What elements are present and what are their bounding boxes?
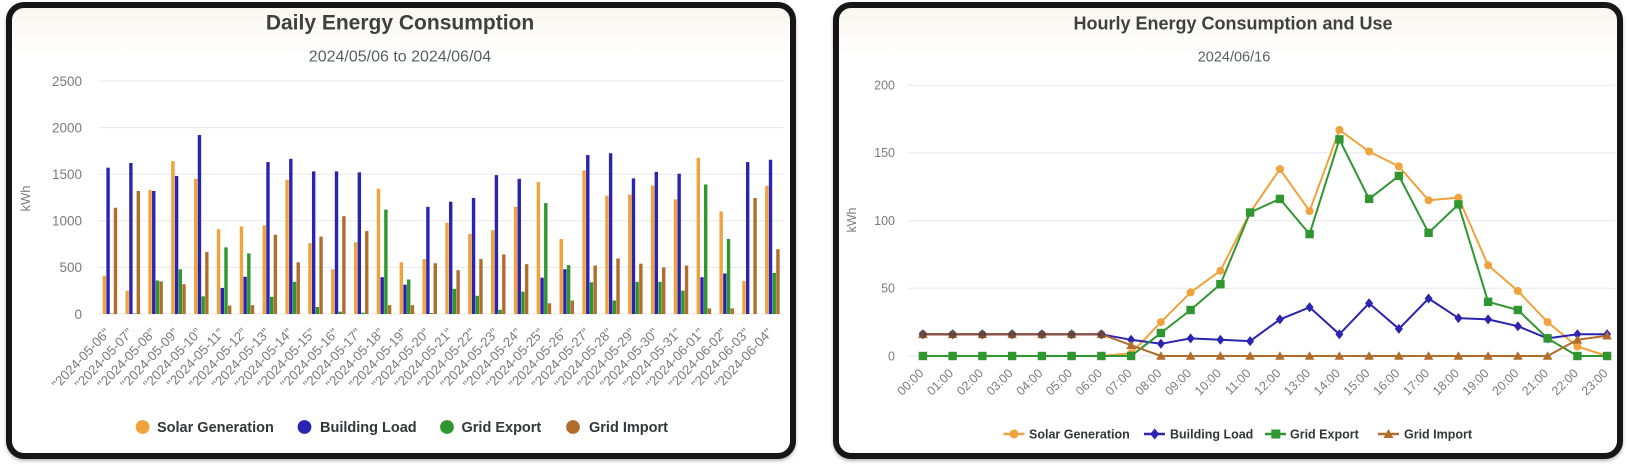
- svg-text:06:00: 06:00: [1073, 366, 1105, 398]
- svg-text:0: 0: [74, 307, 82, 322]
- svg-text:15:00: 15:00: [1341, 366, 1373, 398]
- svg-text:Solar Generation: Solar Generation: [1029, 427, 1130, 441]
- svg-text:2500: 2500: [52, 74, 82, 89]
- svg-text:17:00: 17:00: [1400, 366, 1432, 398]
- svg-text:18:00: 18:00: [1430, 366, 1462, 398]
- svg-text:00:00: 00:00: [895, 366, 927, 398]
- svg-text:50: 50: [881, 282, 895, 296]
- svg-text:0: 0: [888, 349, 895, 363]
- svg-text:Hourly Energy Consumption and: Hourly Energy Consumption and Use: [1073, 14, 1392, 34]
- svg-text:09:00: 09:00: [1162, 366, 1194, 398]
- svg-text:10:00: 10:00: [1192, 366, 1224, 398]
- svg-text:1000: 1000: [52, 214, 82, 229]
- svg-text:500: 500: [59, 260, 82, 275]
- svg-text:Grid Export: Grid Export: [462, 420, 542, 436]
- svg-text:Building Load: Building Load: [1170, 427, 1253, 441]
- svg-text:100: 100: [874, 214, 895, 228]
- svg-text:150: 150: [874, 146, 895, 160]
- svg-text:Grid Export: Grid Export: [1290, 427, 1360, 441]
- svg-text:Daily Energy Consumption: Daily Energy Consumption: [266, 12, 534, 35]
- svg-text:Grid Import: Grid Import: [589, 420, 668, 436]
- svg-text:12:00: 12:00: [1252, 366, 1284, 398]
- svg-text:kWh: kWh: [18, 186, 33, 212]
- svg-text:02:00: 02:00: [954, 366, 986, 398]
- svg-text:Solar Generation: Solar Generation: [157, 420, 274, 436]
- svg-text:21:00: 21:00: [1519, 366, 1551, 398]
- svg-text:13:00: 13:00: [1281, 366, 1313, 398]
- svg-text:01:00: 01:00: [924, 366, 956, 398]
- svg-text:22:00: 22:00: [1549, 366, 1581, 398]
- svg-text:07:00: 07:00: [1103, 366, 1135, 398]
- svg-text:200: 200: [874, 79, 895, 93]
- svg-text:2024/05/06 to 2024/06/04: 2024/05/06 to 2024/06/04: [309, 49, 491, 66]
- svg-text:2024/06/16: 2024/06/16: [1198, 50, 1271, 66]
- svg-text:08:00: 08:00: [1133, 366, 1165, 398]
- svg-text:kWh: kWh: [845, 207, 859, 232]
- svg-text:04:00: 04:00: [1014, 366, 1046, 398]
- svg-text:Grid Import: Grid Import: [1404, 427, 1473, 441]
- svg-text:19:00: 19:00: [1460, 366, 1492, 398]
- svg-text:16:00: 16:00: [1371, 366, 1403, 398]
- svg-text:23:00: 23:00: [1579, 366, 1611, 398]
- svg-text:1500: 1500: [52, 167, 82, 182]
- svg-text:14:00: 14:00: [1311, 366, 1343, 398]
- svg-text:Building Load: Building Load: [320, 420, 417, 436]
- svg-text:2000: 2000: [52, 120, 82, 135]
- svg-text:20:00: 20:00: [1490, 366, 1522, 398]
- svg-text:03:00: 03:00: [984, 366, 1016, 398]
- svg-text:05:00: 05:00: [1043, 366, 1075, 398]
- svg-text:11:00: 11:00: [1222, 366, 1253, 397]
